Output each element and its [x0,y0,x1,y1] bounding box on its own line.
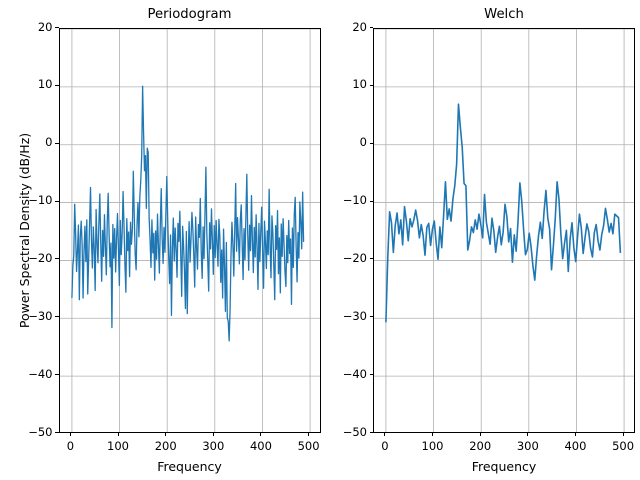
xtick-label: 0 [66,438,75,453]
xtick-mark [165,432,167,436]
xtick-label: 500 [612,438,635,453]
ytick-mark [55,432,59,433]
ytick-label: −30 [342,308,367,323]
xtick-label: 100 [107,438,129,453]
xtick-label: 200 [154,438,177,453]
ytick-label: −20 [28,250,53,265]
ytick-label: 0 [359,135,367,150]
xtick-label: 300 [516,438,539,453]
xtick-mark [212,432,214,436]
xtick-mark [69,432,71,436]
ytick-mark [55,27,59,28]
ytick-label: 20 [37,19,53,34]
xtick-mark [117,432,119,436]
ytick-mark [55,142,59,144]
ytick-mark [369,27,373,28]
xaxis-label: Frequency [471,458,537,474]
ytick-mark [55,258,59,260]
ytick-label: 0 [45,135,53,150]
ytick-mark [55,200,59,202]
plot-area [59,28,320,432]
xtick-label: 0 [381,438,389,453]
xtick-mark [308,432,310,436]
ytick-mark [369,258,373,260]
xtick-label: 300 [202,438,225,453]
xtick-mark [384,432,386,436]
axes-welch [373,27,635,433]
ytick-mark [55,316,59,318]
ytick-label: 10 [37,77,53,92]
xtick-mark [260,432,262,436]
ytick-label: −30 [28,308,53,323]
grid [374,28,634,432]
series-line-welch [385,102,622,323]
ytick-label: −10 [28,193,53,208]
xtick-mark [432,432,434,436]
xtick-label: 100 [421,438,444,453]
xtick-label: 400 [564,438,587,453]
ytick-label: −50 [342,424,367,439]
xaxis-label: Frequency [157,458,222,474]
ytick-label: 10 [352,77,367,92]
title-welch: Welch [484,6,524,22]
ytick-mark [369,200,373,202]
xtick-mark [622,432,624,436]
series-line-periodogram [70,85,304,342]
ytick-mark [369,432,373,433]
ytick-mark [55,84,59,86]
ytick-mark [55,374,59,376]
ytick-mark [369,142,373,144]
xtick-mark [527,432,529,436]
title-periodogram: Periodogram [147,6,232,22]
xtick-label: 200 [469,438,492,453]
xtick-mark [479,432,481,436]
ytick-label: −20 [342,250,367,265]
ytick-label: 20 [352,19,367,34]
ytick-label: −50 [28,424,53,439]
ytick-mark [369,374,373,376]
plot-area [374,28,634,432]
ytick-label: −40 [342,366,367,381]
yaxis-label: Power Spectral Density (dB/Hz) [17,132,32,328]
ytick-mark [369,84,373,86]
xtick-label: 400 [249,438,272,453]
xtick-label: 500 [297,438,320,453]
ytick-label: −10 [342,193,367,208]
xtick-mark [574,432,576,436]
axes-periodogram [58,27,321,433]
ytick-mark [369,316,373,318]
ytick-label: −40 [28,366,53,381]
